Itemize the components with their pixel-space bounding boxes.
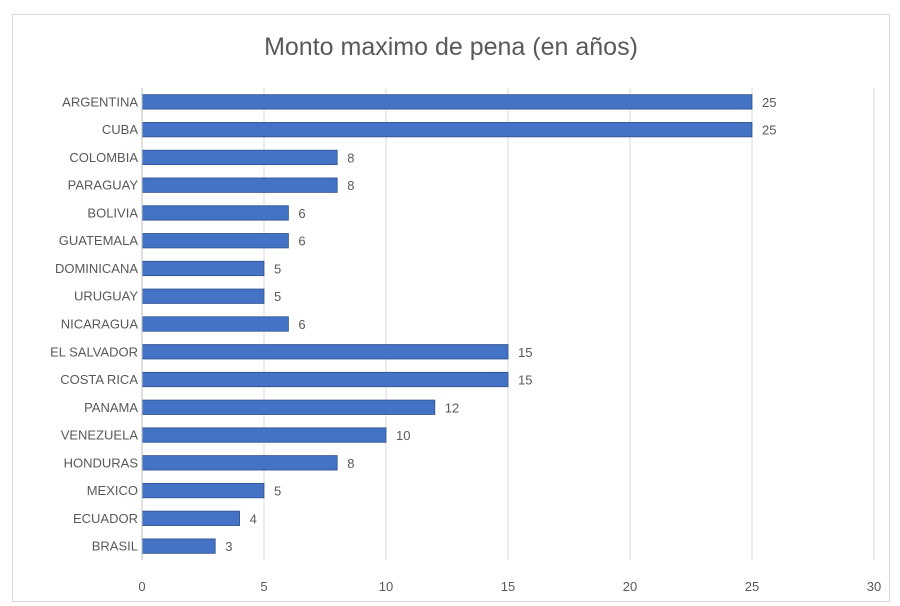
data-label: 6 [298,206,305,221]
chart-frame: Monto maximo de pena (en años) [12,14,890,602]
category-label: BRASIL [92,539,138,554]
x-tick-label: 10 [379,579,393,594]
data-label: 6 [298,234,305,249]
category-label: GUATEMALA [59,233,139,248]
bar [141,122,753,138]
bar [141,371,509,388]
bar [141,455,338,471]
data-label: 4 [250,511,257,526]
data-label: 5 [274,261,281,276]
bar [141,538,216,554]
x-tick-label: 30 [867,579,881,594]
category-label: PARAGUAY [68,178,139,193]
category-label: COSTA RICA [60,372,138,387]
bar [141,482,265,499]
x-tick-label: 20 [623,579,637,594]
data-label: 5 [274,484,281,499]
bar [141,260,265,277]
x-tick-label: 5 [260,579,267,594]
bar [141,316,289,332]
chart-title: Monto maximo de pena (en años) [264,33,638,61]
bar [141,288,265,304]
category-label: EL SALVADOR [50,344,138,359]
x-tick-label: 15 [501,579,515,594]
bar [141,233,289,249]
category-label: COLOMBIA [69,150,138,165]
data-label: 8 [347,178,354,193]
x-tick-label: 0 [138,579,145,594]
bar [141,205,289,221]
data-label: 25 [762,95,776,110]
bar [141,149,338,166]
category-label: MEXICO [87,483,138,498]
data-label: 3 [225,539,232,554]
category-label: ECUADOR [73,511,138,526]
category-label: DOMINICANA [55,261,138,276]
bar [141,427,387,443]
category-label: BOLIVIA [87,205,138,220]
category-label: VENEZUELA [61,428,139,443]
x-tick-label: 25 [745,579,759,594]
data-label: 12 [445,400,459,415]
bar [141,510,240,526]
data-label: 8 [347,150,354,165]
category-label: CUBA [102,122,138,137]
category-label: HONDURAS [64,455,139,470]
category-label: ARGENTINA [62,94,138,109]
data-label: 25 [762,123,776,138]
data-label: 15 [518,373,532,388]
data-label: 6 [298,317,305,332]
category-label: PANAMA [84,400,138,415]
data-label: 8 [347,456,354,471]
data-label: 15 [518,345,532,360]
category-label: URUGUAY [74,289,138,304]
bar [141,399,436,415]
data-label: 10 [396,428,410,443]
bar [141,177,338,193]
data-label: 5 [274,289,281,304]
bar [141,94,753,110]
category-label: NICARAGUA [61,317,139,332]
bar [141,344,509,360]
